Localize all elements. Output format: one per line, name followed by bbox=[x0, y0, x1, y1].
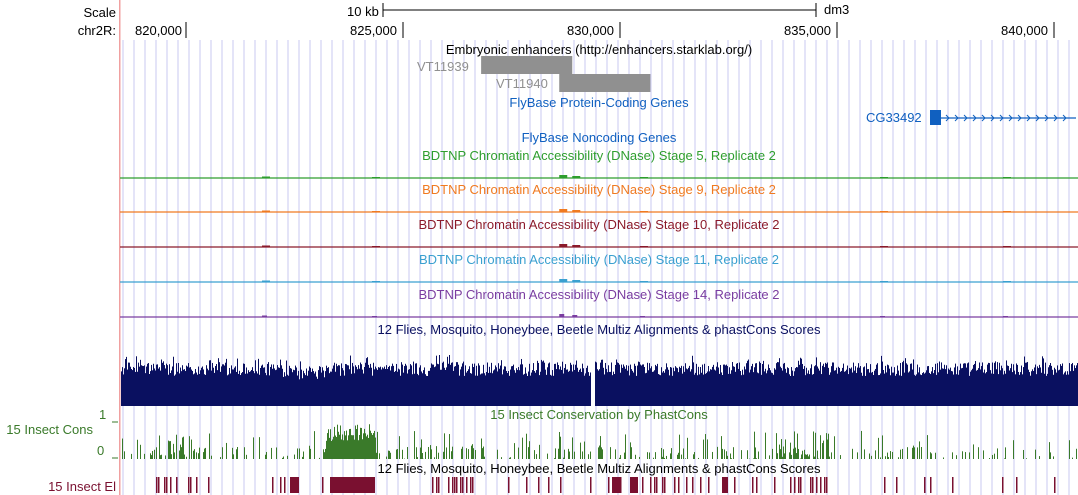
track-title-phastcons[interactable]: 15 Insect Conservation by PhastCons bbox=[490, 407, 708, 422]
track-title-dnase-stage5[interactable]: BDTNP Chromatin Accessibility (DNase) St… bbox=[422, 148, 776, 163]
enhancer-box-vt11940 bbox=[559, 74, 651, 92]
phastcons-ymax: 1 bbox=[99, 407, 107, 422]
dnase-peaks-2 bbox=[262, 244, 1011, 247]
enhancer-label-vt11939[interactable]: VT11939 bbox=[417, 59, 469, 74]
phastcons-left-label[interactable]: 15 Insect Cons bbox=[6, 422, 93, 437]
track-title-multiz[interactable]: 12 Flies, Mosquito, Honeybee, Beetle Mul… bbox=[377, 322, 821, 337]
dnase-peaks-4 bbox=[262, 314, 1008, 317]
track-title-flybase-noncoding[interactable]: FlyBase Noncoding Genes bbox=[521, 130, 677, 145]
chrom-label: chr2R: bbox=[77, 23, 116, 38]
scale-bar-label: 10 kb bbox=[347, 4, 379, 19]
dnase-peaks-3 bbox=[262, 279, 1011, 282]
phastcons-ymin: 0 bbox=[97, 443, 105, 458]
tick-label-840000: 840,000 bbox=[1001, 23, 1048, 38]
track-title-flybase-coding[interactable]: FlyBase Protein-Coding Genes bbox=[509, 95, 689, 110]
tick-label-825000: 825,000 bbox=[350, 23, 397, 38]
track-title-dnase-stage10[interactable]: BDTNP Chromatin Accessibility (DNase) St… bbox=[418, 217, 780, 232]
track-title-enhancers[interactable]: Embryonic enhancers (http://enhancers.st… bbox=[445, 42, 753, 57]
gene-exon-cg33492 bbox=[930, 110, 941, 125]
multiz-signal bbox=[121, 355, 1078, 406]
phastcons-signal bbox=[122, 424, 1077, 459]
tick-label-830000: 830,000 bbox=[567, 23, 614, 38]
assembly-label: dm3 bbox=[824, 2, 850, 17]
track-title-dnase-stage14[interactable]: BDTNP Chromatin Accessibility (DNase) St… bbox=[418, 287, 780, 302]
tick-label-820000: 820,000 bbox=[135, 23, 182, 38]
conserved-elements bbox=[156, 477, 1056, 493]
dnase-peaks-1 bbox=[262, 209, 1011, 212]
gene-strand-arrows bbox=[945, 114, 1067, 122]
tick-label-835000: 835,000 bbox=[784, 23, 831, 38]
left-border bbox=[119, 0, 121, 495]
enhancer-label-vt11940[interactable]: VT11940 bbox=[496, 76, 548, 91]
gene-label-cg33492[interactable]: CG33492 bbox=[866, 110, 922, 125]
enhancer-box-vt11939 bbox=[481, 56, 573, 74]
elements-left-label[interactable]: 15 Insect El bbox=[48, 479, 116, 494]
track-title-dnase-stage11[interactable]: BDTNP Chromatin Accessibility (DNase) St… bbox=[418, 252, 780, 267]
scale-label: Scale bbox=[83, 5, 116, 20]
track-title-dnase-stage9[interactable]: BDTNP Chromatin Accessibility (DNase) St… bbox=[422, 182, 776, 197]
track-title-elements[interactable]: 12 Flies, Mosquito, Honeybee, Beetle Mul… bbox=[377, 461, 821, 476]
dnase-peaks-0 bbox=[262, 175, 1011, 178]
